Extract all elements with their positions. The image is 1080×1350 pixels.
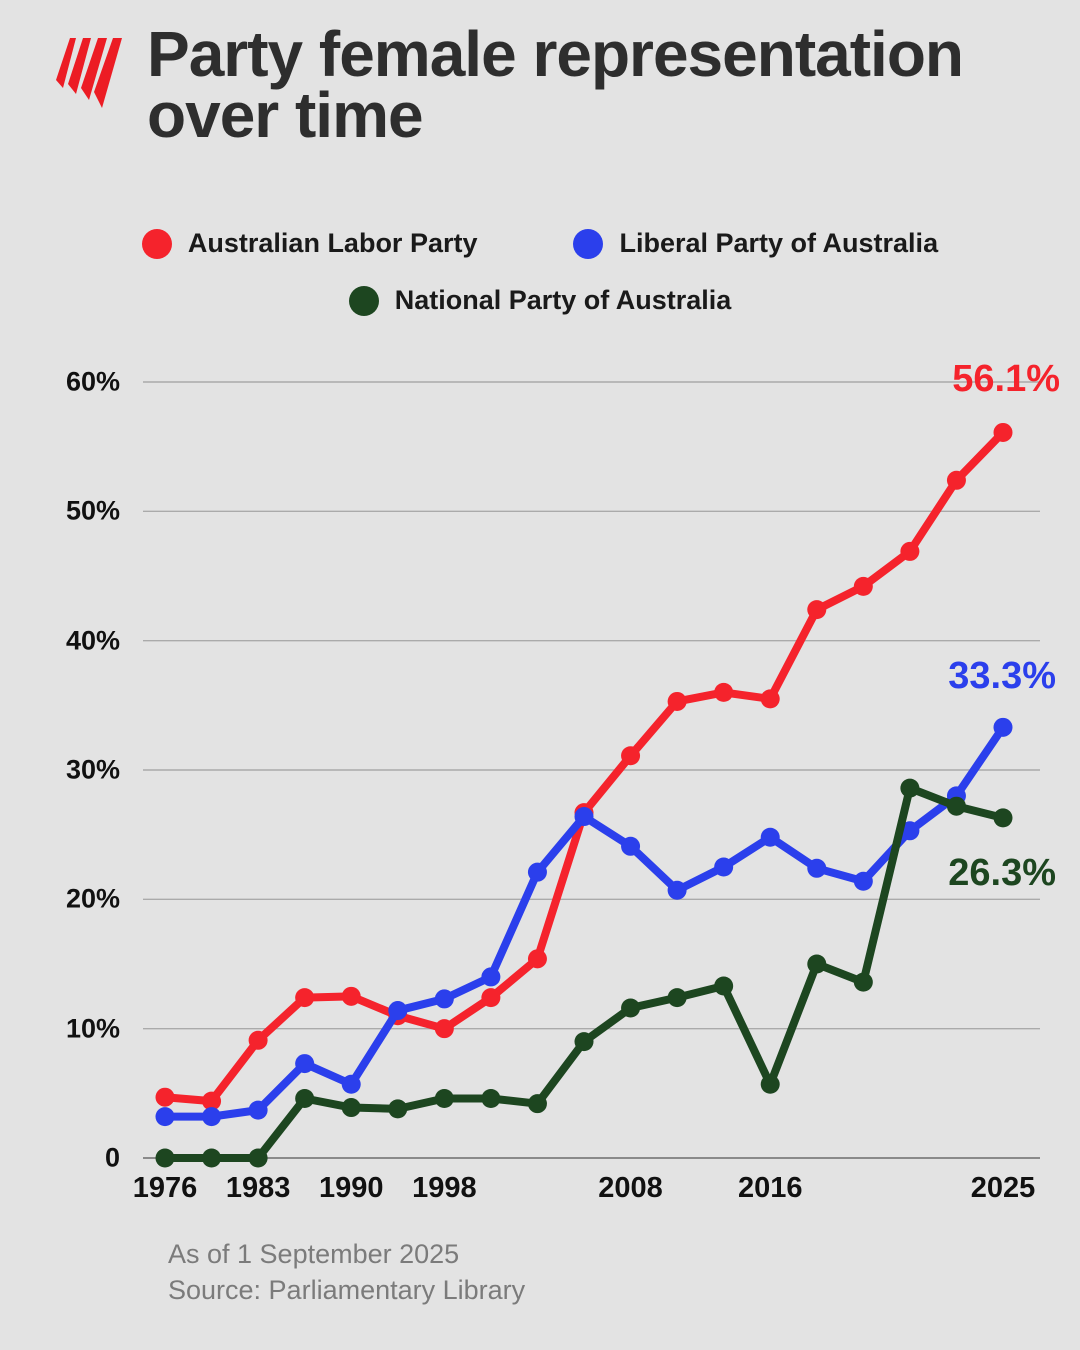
data-point[interactable] (621, 998, 641, 1018)
data-point[interactable] (434, 1089, 454, 1109)
data-point[interactable] (481, 967, 501, 987)
data-point[interactable] (946, 470, 966, 490)
data-point[interactable] (993, 717, 1013, 737)
series-national (155, 778, 1013, 1168)
series-liberal (155, 717, 1013, 1127)
series-line (161, 784, 1007, 1162)
y-axis-tick: 0 (104, 1142, 120, 1173)
data-point[interactable] (155, 1087, 175, 1107)
legend-item-label: Liberal Party of Australia (619, 228, 939, 258)
data-point[interactable] (248, 1030, 268, 1050)
data-point[interactable] (295, 1089, 315, 1109)
x-axis-tick: 1976 (132, 1172, 198, 1204)
data-point[interactable] (900, 541, 920, 561)
data-point[interactable] (434, 1019, 454, 1039)
data-point[interactable] (248, 1148, 268, 1168)
data-point[interactable] (900, 778, 920, 798)
data-point[interactable] (853, 972, 873, 992)
y-axis-tick: 50% (65, 495, 120, 526)
data-point[interactable] (807, 858, 827, 878)
x-axis-tick: 2016 (737, 1172, 803, 1204)
data-point[interactable] (202, 1148, 222, 1168)
series-line (161, 723, 1007, 1121)
data-point[interactable] (853, 576, 873, 596)
header: Party female representation over time (0, 0, 1080, 200)
end-value-label: 26.3% (948, 852, 1056, 894)
x-axis-tick: 1983 (225, 1172, 291, 1204)
data-point[interactable] (202, 1107, 222, 1127)
data-point[interactable] (807, 954, 827, 974)
data-point[interactable] (807, 600, 827, 620)
y-axis-tick: 40% (65, 625, 120, 656)
data-point[interactable] (714, 857, 734, 877)
data-point[interactable] (155, 1148, 175, 1168)
x-axis-tick: 2008 (598, 1172, 663, 1204)
data-point[interactable] (760, 1074, 780, 1094)
data-point[interactable] (667, 880, 687, 900)
data-point[interactable] (993, 422, 1013, 442)
data-point[interactable] (574, 807, 594, 827)
legend-item-labor[interactable]: Australian Labor Party (141, 228, 478, 259)
data-point[interactable] (574, 1032, 594, 1052)
data-point[interactable] (295, 988, 315, 1008)
data-point[interactable] (388, 1001, 408, 1021)
data-point[interactable] (714, 976, 734, 996)
series-line (161, 428, 1007, 1106)
legend-dot-icon (141, 228, 172, 259)
y-axis-tick: 60% (65, 366, 120, 397)
data-point[interactable] (527, 862, 547, 882)
data-point[interactable] (434, 989, 454, 1009)
data-point[interactable] (341, 986, 361, 1006)
data-point[interactable] (714, 682, 734, 702)
sbs-logo-icon (50, 36, 124, 114)
data-point[interactable] (341, 1074, 361, 1094)
data-point[interactable] (202, 1091, 222, 1111)
data-point[interactable] (527, 949, 547, 969)
data-point[interactable] (667, 988, 687, 1008)
data-point[interactable] (760, 827, 780, 847)
data-point[interactable] (341, 1098, 361, 1118)
data-point[interactable] (155, 1107, 175, 1127)
data-point[interactable] (388, 1099, 408, 1119)
data-point[interactable] (993, 808, 1013, 828)
data-point[interactable] (621, 746, 641, 766)
end-value-label: 33.3% (948, 655, 1056, 697)
legend-item-national[interactable]: National Party of Australia (348, 285, 732, 316)
x-axis-tick: 2025 (970, 1172, 1036, 1204)
y-axis-tick: 20% (65, 883, 120, 914)
source-text: Source: Parliamentary Library (168, 1275, 526, 1306)
page-title: Party female representation over time (147, 18, 964, 152)
footer: As of 1 September 2025 Source: Parliamen… (168, 1236, 525, 1309)
data-point[interactable] (574, 803, 594, 823)
data-point[interactable] (760, 689, 780, 709)
data-point[interactable] (853, 871, 873, 891)
data-point[interactable] (481, 1089, 501, 1109)
legend-item-label: National Party of Australia (394, 285, 732, 315)
series-labor (155, 422, 1013, 1111)
data-point[interactable] (946, 786, 966, 806)
data-point[interactable] (946, 796, 966, 816)
data-point[interactable] (621, 836, 641, 856)
legend-item-liberal[interactable]: Liberal Party of Australia (573, 228, 938, 259)
y-axis-tick: 10% (65, 1013, 120, 1044)
as-of-text: As of 1 September 2025 (168, 1239, 460, 1269)
end-value-label: 56.1% (952, 358, 1060, 400)
data-point[interactable] (295, 1054, 315, 1074)
data-point[interactable] (900, 821, 920, 841)
x-axis-tick: 1990 (318, 1172, 384, 1204)
data-point[interactable] (388, 1006, 408, 1026)
y-axis-tick: 30% (65, 754, 120, 785)
legend-item-label: Australian Labor Party (187, 228, 478, 258)
legend: Australian Labor Party Liberal Party of … (0, 228, 1080, 316)
x-axis-tick: 1998 (412, 1172, 477, 1204)
data-point[interactable] (527, 1094, 547, 1114)
data-point[interactable] (667, 691, 687, 711)
legend-dot-icon (348, 285, 379, 316)
data-point[interactable] (481, 988, 501, 1008)
data-point[interactable] (248, 1100, 268, 1120)
legend-dot-icon (573, 228, 604, 259)
